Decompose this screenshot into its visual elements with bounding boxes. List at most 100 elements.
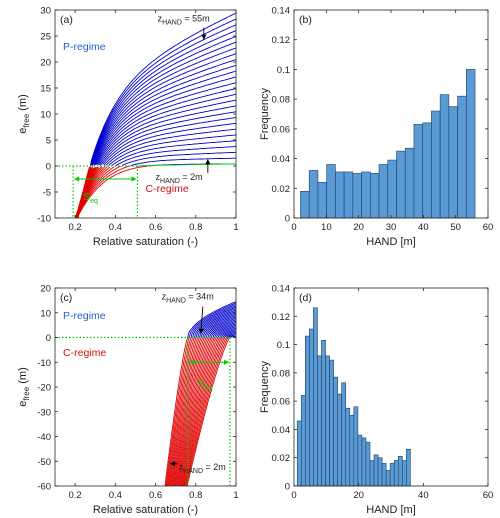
panel-4-bar: [361, 437, 367, 487]
panel-3-p-curve: [202, 313, 236, 338]
panel-1-annotation-top-arrow-head: [201, 34, 207, 40]
panel-2-x-tick-label: 20: [353, 222, 364, 233]
panel-3-x-tick-label: 0.8: [189, 490, 202, 501]
panel-3-c-curve: [183, 337, 224, 486]
panel-2-bar: [431, 110, 441, 219]
panel-1-y-tick-label: 25: [40, 32, 51, 43]
panel-1-p-curve: [90, 30, 236, 164]
panel-4-bar: [385, 470, 391, 487]
panel-4-plot-frame: [293, 287, 489, 487]
panel-1-p-curve: [92, 53, 236, 164]
panel-3-p-curve: [195, 308, 236, 338]
panel-2-bar: [404, 147, 415, 219]
panel-3-x-tick-label: 1: [233, 490, 238, 501]
panel-1-equilibrium-curve: [137, 163, 236, 167]
panel-4-bar: [300, 395, 306, 487]
panel-1-p-curve: [93, 76, 236, 166]
panel-3-p-curve: [217, 326, 236, 338]
panel-3-p-curve: [188, 302, 236, 338]
panel-1-seq-arrow-left-head: [74, 176, 80, 182]
panel-3-c-curve: [186, 337, 231, 486]
panel-4-bar: [345, 407, 351, 487]
panel-3-x-tick-label: 0.6: [149, 490, 162, 501]
panel-2-y-tick-label: 0.08: [272, 95, 291, 106]
panel-2-panel-label: (b): [299, 14, 312, 26]
panel-3-p-curve: [212, 321, 236, 338]
panel-4-bar: [309, 328, 314, 487]
panel-1-y-tick-label: -10: [37, 214, 51, 225]
panel-4-bar: [393, 460, 399, 487]
panel-2-x-tick-label: 50: [450, 222, 461, 233]
panel-4-bar: [337, 393, 342, 487]
panel-3-c-curve: [177, 337, 214, 486]
panel-4-bar: [349, 414, 355, 487]
panel-2-bar: [466, 69, 476, 219]
panel-4-bar: [406, 448, 411, 487]
panel-4-bar: [317, 355, 322, 487]
panel-1-c-curve: [75, 166, 108, 218]
panel-1-p-curve: [90, 12, 236, 163]
panel-3-annotation-bottom-arrow-head: [170, 461, 176, 467]
panel-1-x-tick-label: 0.2: [69, 222, 82, 233]
panel-1-p-curve: [102, 117, 236, 165]
panel-1-y-tick-label: -5: [43, 188, 51, 199]
panel-3-c-curve: [184, 337, 226, 486]
panel-4-y-axis-label: Frequency: [259, 361, 271, 413]
panel-4-bar: [369, 460, 375, 487]
panel-1-p-curve: [91, 41, 236, 164]
panel-1-p-curve: [93, 70, 236, 164]
panel-1-p-curve: [98, 105, 236, 166]
panel-4-bar: [357, 434, 363, 487]
panel-3-c-curve: [166, 337, 192, 486]
panel-4-y-tick-label: 0.06: [272, 397, 291, 408]
panel-1-x-tick-label: 1: [233, 222, 238, 233]
panel-3-p-curve: [210, 320, 236, 338]
panel-3-p-curve: [204, 315, 236, 338]
panel-1-y-axis-label: efree (m): [17, 94, 31, 133]
panel-4-y-tick-label: 0.04: [272, 425, 291, 436]
panel-3-x-tick-label: 0.2: [69, 490, 82, 501]
panel-3-c-curve: [185, 337, 229, 486]
panel-4-bar: [341, 382, 347, 487]
panel-2-bars: [300, 69, 476, 219]
panel-1-p-regime-label: P-regime: [63, 41, 106, 53]
panel-3-y-tick-label: -30: [37, 407, 51, 418]
panel-3-p-curve: [199, 310, 236, 338]
panel-3-y-tick-label: -10: [37, 358, 51, 369]
panel-4-y-tick-label: 0.1: [277, 340, 290, 351]
panel-4-bar: [329, 359, 334, 487]
panel-2-x-tick-label: 0: [291, 222, 296, 233]
panel-2-bar: [422, 122, 432, 219]
panel-3-p-curve: [221, 328, 236, 338]
panel-1-y-tick-label: 20: [40, 58, 51, 69]
panel-3-c-curve: [176, 337, 211, 486]
panel-4-bar: [377, 457, 383, 487]
panel-3-p-curve: [187, 301, 236, 338]
panel-2-bar: [335, 171, 345, 219]
panel-4-bar: [296, 420, 302, 487]
panel-1-p-curve: [115, 146, 236, 167]
panel-1-p-curve: [108, 134, 236, 166]
panel-1-p-curve: [90, 35, 236, 166]
panel-3-p-regime-label: P-regime: [63, 310, 106, 322]
panel-3-y-tick-label: 0: [46, 333, 51, 344]
panel-1-p-curve: [95, 88, 236, 166]
panel-3-annotation-top: zHAND = 34m: [162, 291, 214, 304]
panel-4-x-axis-label: HAND [m]: [366, 504, 416, 516]
panel-3-p-curve: [224, 331, 236, 338]
panel-1-x-tick-label: 0.8: [189, 222, 202, 233]
panel-3-c-curve: [169, 337, 199, 486]
panel-3-p-curve: [214, 323, 236, 338]
panel-3-c-curve: [181, 337, 221, 486]
panel-1-p-curve: [89, 24, 236, 166]
panel-4-bar: [353, 406, 359, 487]
panel-2-bar: [439, 94, 450, 219]
panel-2-y-tick-label: 0.06: [272, 124, 291, 135]
panel-3-curves: [164, 301, 236, 486]
panel-1-p-curve: [92, 64, 236, 165]
panel-1-x-tick-label: 0.6: [149, 222, 162, 233]
panel-1-c-curve: [75, 166, 115, 218]
panel-2-x-tick-label: 10: [321, 222, 332, 233]
panel-2-x-axis-label: HAND [m]: [366, 236, 416, 248]
